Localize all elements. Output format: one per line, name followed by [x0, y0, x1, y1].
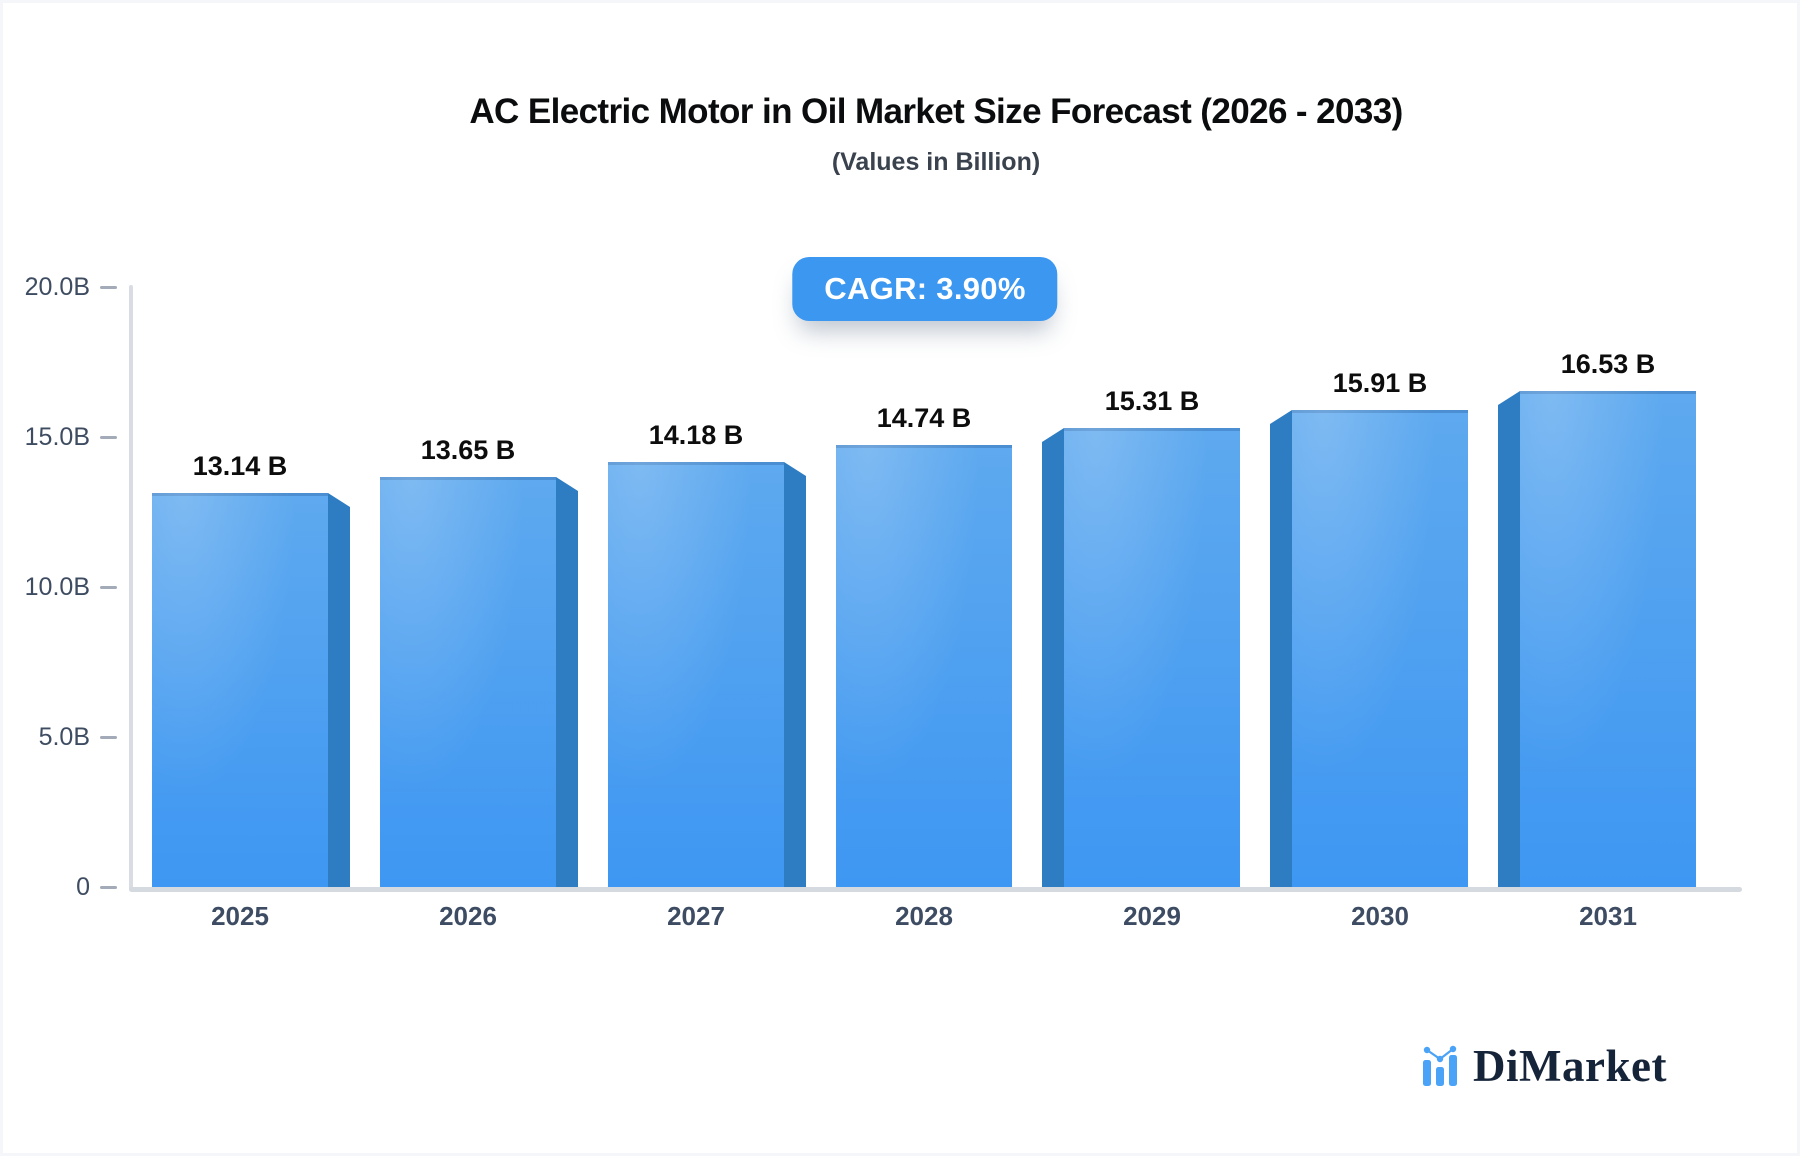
y-axis-line	[129, 285, 133, 891]
x-tick-label-2030: 2030	[1351, 901, 1409, 931]
x-tick-label-2026: 2026	[439, 901, 497, 931]
bar-2030	[1292, 410, 1468, 887]
x-tick-label-2028: 2028	[895, 901, 953, 931]
bar-side-face-2030	[1270, 410, 1292, 887]
bar-2031	[1520, 391, 1696, 887]
chart-subtitle: (Values in Billion)	[831, 148, 1041, 176]
x-tick-label-2025: 2025	[211, 901, 269, 931]
brand-logo: DiMarket	[1422, 1040, 1667, 1092]
bar-2028	[836, 445, 1012, 887]
x-axis-line	[129, 887, 1742, 892]
x-tick-label-2031: 2031	[1579, 901, 1637, 931]
y-tick-label: 0	[76, 873, 90, 901]
bar-2026	[380, 477, 556, 887]
bar-value-label-2028: 14.74 B	[876, 403, 972, 433]
y-tick-mark	[100, 886, 117, 889]
x-tick-label-2027: 2027	[667, 901, 725, 931]
bar-side-face-2025	[328, 493, 350, 887]
y-tick-label: 20.0B	[24, 273, 90, 301]
y-tick-label: 10.0B	[24, 573, 90, 601]
bar-2025	[152, 493, 328, 887]
bar-2027	[608, 462, 784, 887]
bar-value-label-2026: 13.65 B	[420, 435, 516, 465]
bar-value-label-2027: 14.18 B	[648, 420, 744, 450]
bar-value-label-2031: 16.53 B	[1560, 349, 1656, 379]
bar-value-label-2029: 15.31 B	[1104, 386, 1200, 416]
y-tick-mark	[100, 286, 117, 289]
bar-value-label-2025: 13.14 B	[192, 451, 288, 481]
y-tick-label: 15.0B	[24, 423, 90, 451]
bar-line-chart-icon	[1423, 1045, 1457, 1086]
bar-side-face-2026	[556, 477, 578, 887]
y-tick-label: 5.0B	[38, 723, 90, 751]
y-tick-mark	[100, 736, 117, 739]
bar-2029	[1064, 428, 1240, 887]
bar-side-face-2031	[1498, 391, 1520, 887]
bar-side-face-2027	[784, 462, 806, 887]
y-tick-mark	[100, 436, 117, 439]
cagr-badge: CAGR: 3.90%	[792, 257, 1058, 321]
bar-side-face-2029	[1042, 428, 1064, 887]
x-tick-label-2029: 2029	[1123, 901, 1181, 931]
y-tick-mark	[100, 586, 117, 589]
page-title: AC Electric Motor in Oil Market Size For…	[469, 92, 1403, 131]
bar-value-label-2030: 15.91 B	[1332, 368, 1428, 398]
brand-name: DiMarket	[1473, 1041, 1667, 1091]
